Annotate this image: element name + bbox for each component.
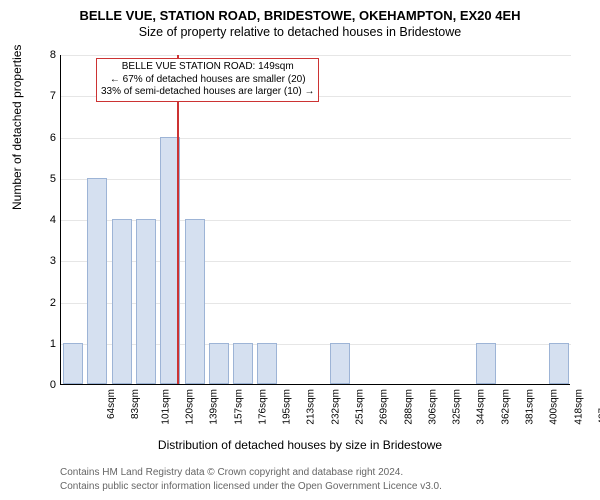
histogram-bar bbox=[257, 343, 277, 384]
histogram-bar bbox=[136, 219, 156, 384]
x-tick: 213sqm bbox=[306, 389, 317, 425]
x-tick: 83sqm bbox=[130, 389, 141, 419]
x-tick: 400sqm bbox=[549, 389, 560, 425]
histogram-bar bbox=[233, 343, 253, 384]
x-tick: 176sqm bbox=[257, 389, 268, 425]
histogram-bar bbox=[87, 178, 107, 384]
x-axis-label: Distribution of detached houses by size … bbox=[0, 438, 600, 452]
footer-line-1: Contains HM Land Registry data © Crown c… bbox=[60, 467, 403, 478]
x-tick: 232sqm bbox=[330, 389, 341, 425]
histogram-bar bbox=[549, 343, 569, 384]
y-tick: 4 bbox=[42, 214, 56, 226]
histogram-bar bbox=[63, 343, 83, 384]
histogram-bar bbox=[209, 343, 229, 384]
x-tick: 157sqm bbox=[233, 389, 244, 425]
histogram-bar bbox=[476, 343, 496, 384]
x-tick: 120sqm bbox=[185, 389, 196, 425]
y-tick: 1 bbox=[42, 338, 56, 350]
y-tick: 0 bbox=[42, 379, 56, 391]
y-tick: 8 bbox=[42, 49, 56, 61]
x-tick: 344sqm bbox=[476, 389, 487, 425]
histogram-bar bbox=[112, 219, 132, 384]
y-tick: 3 bbox=[42, 255, 56, 267]
chart-container: BELLE VUE, STATION ROAD, BRIDESTOWE, OKE… bbox=[0, 0, 600, 500]
y-tick: 2 bbox=[42, 297, 56, 309]
annotation-line1: BELLE VUE STATION ROAD: 149sqm bbox=[101, 61, 314, 74]
annotation-box: BELLE VUE STATION ROAD: 149sqm← 67% of d… bbox=[96, 58, 319, 102]
histogram-bar bbox=[185, 219, 205, 384]
gridline bbox=[61, 179, 571, 180]
y-tick: 5 bbox=[42, 173, 56, 185]
y-axis-label: Number of detached properties bbox=[10, 45, 24, 210]
chart-area: BELLE VUE STATION ROAD: 149sqm← 67% of d… bbox=[60, 55, 570, 385]
x-tick: 101sqm bbox=[160, 389, 171, 425]
x-tick: 251sqm bbox=[355, 389, 366, 425]
y-tick: 6 bbox=[42, 132, 56, 144]
y-tick: 7 bbox=[42, 90, 56, 102]
title-address: BELLE VUE, STATION ROAD, BRIDESTOWE, OKE… bbox=[0, 0, 600, 23]
annotation-line3: 33% of semi-detached houses are larger (… bbox=[101, 86, 314, 99]
x-tick: 64sqm bbox=[106, 389, 117, 419]
x-tick: 362sqm bbox=[500, 389, 511, 425]
x-tick: 269sqm bbox=[379, 389, 390, 425]
histogram-bar bbox=[330, 343, 350, 384]
gridline bbox=[61, 55, 571, 56]
x-tick: 325sqm bbox=[452, 389, 463, 425]
title-subtitle: Size of property relative to detached ho… bbox=[0, 23, 600, 39]
x-tick: 288sqm bbox=[403, 389, 414, 425]
marker-line bbox=[177, 55, 179, 384]
footer-line-2: Contains public sector information licen… bbox=[60, 481, 442, 492]
x-tick: 418sqm bbox=[573, 389, 584, 425]
x-tick: 195sqm bbox=[282, 389, 293, 425]
plot-region: BELLE VUE STATION ROAD: 149sqm← 67% of d… bbox=[60, 55, 570, 385]
annotation-line2: ← 67% of detached houses are smaller (20… bbox=[101, 74, 314, 87]
x-tick: 306sqm bbox=[427, 389, 438, 425]
gridline bbox=[61, 138, 571, 139]
x-tick: 381sqm bbox=[525, 389, 536, 425]
x-tick: 139sqm bbox=[209, 389, 220, 425]
